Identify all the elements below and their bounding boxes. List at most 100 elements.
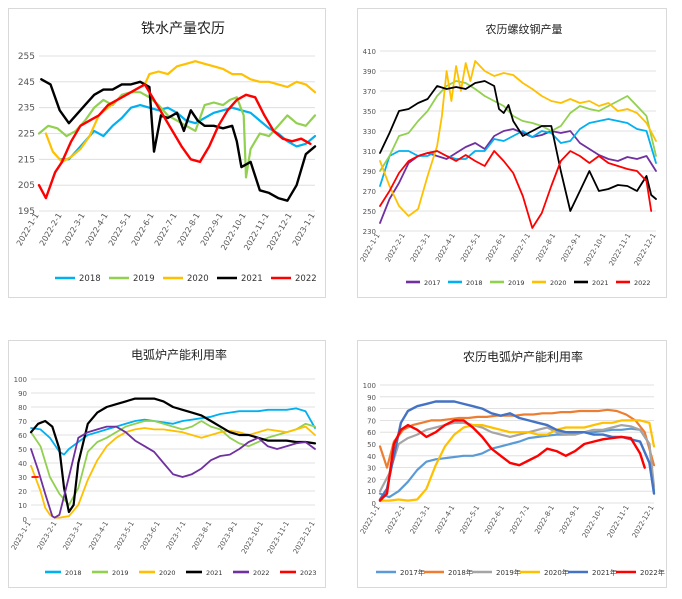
legend-label: 2017 — [424, 279, 441, 287]
x-tick-label: 2022-2-1 — [384, 232, 407, 264]
y-tick-label: 205 — [18, 181, 35, 191]
x-tick-label: 2022-9-1 — [560, 232, 583, 264]
series-line-2017 — [379, 128, 657, 224]
legend-label: 2018 — [79, 274, 101, 284]
legend-label: 2019 — [508, 279, 525, 287]
chart-title: 铁水产量农历 — [141, 21, 225, 37]
y-tick-label: 80 — [18, 404, 27, 412]
chart-title: 农历电弧炉产能利用率 — [463, 349, 583, 364]
y-tick-label: 0 — [372, 500, 376, 508]
x-tick-label: 2022-6-1 — [484, 232, 507, 264]
x-tick-label: 2022-6-1 — [483, 504, 506, 536]
legend-label: 2019 — [112, 569, 129, 577]
chart-panel-eaf: 电弧炉产能利用率 0 10 20 30 40 50 60 70 80 90 100 2023-1-1 20… — [8, 340, 326, 588]
y-tick-label: 60 — [367, 429, 376, 437]
x-tick-label: 2022-3-1 — [409, 504, 432, 536]
legend-label: 2023 — [300, 569, 317, 577]
legend-label: 2021 — [592, 279, 609, 287]
legend-label: 2021年 — [592, 568, 617, 577]
legend-label: 2020年 — [544, 568, 569, 577]
x-tick-label: 2022-11-1 — [606, 504, 631, 539]
y-tick-label: 225 — [18, 130, 35, 140]
legend-label: 2021 — [206, 569, 223, 577]
y-tick-label: 250 — [363, 208, 376, 216]
series-line-2020年 — [378, 419, 656, 502]
x-tick-label: 2022-1-1 — [359, 232, 382, 264]
x-tick-label: 2022-2-1 — [38, 212, 64, 248]
x-tick-label: 2023-1-1 — [10, 520, 33, 552]
y-tick-label: 90 — [367, 394, 376, 402]
chart-panel-molten-iron: 铁水产量农历 195 205 215 225 235 245 255 2022-1-1 2022-… — [8, 8, 326, 298]
x-tick-label: 2022-5-1 — [459, 232, 482, 264]
x-tick-label: 2023-11-1 — [266, 520, 291, 555]
chart-panel-eaf-lunar: 农历电弧炉产能利用率 0 10 20 30 40 50 60 70 80 90 100 2022-1-1… — [357, 340, 667, 588]
y-tick-label: 0 — [23, 516, 27, 524]
y-tick-label: 100 — [363, 382, 376, 390]
x-tick-label: 2022-12-1 — [633, 232, 658, 267]
x-tick-label: 2022-8-1 — [533, 504, 556, 536]
y-tick-label: 60 — [18, 432, 27, 440]
legend-label: 2022 — [253, 569, 270, 577]
x-tick-label: 2022-2-1 — [384, 504, 407, 536]
legend-label: 2018年 — [448, 568, 473, 577]
series-line-2017年 — [378, 427, 656, 499]
series-line-2020 — [44, 60, 317, 163]
y-tick-label: 310 — [363, 148, 376, 156]
x-tick-label: 2022-11-1 — [608, 232, 633, 267]
chart-title: 农历螺纹钢产量 — [486, 22, 563, 36]
series-line-2019 — [30, 420, 316, 506]
y-tick-label: 50 — [18, 446, 27, 454]
x-tick-label: 2022-6-1 — [130, 212, 156, 248]
chart-0: 铁水产量农历1952052152252352452552022-1-12022-… — [15, 21, 317, 284]
y-tick-label: 40 — [367, 453, 376, 461]
y-tick-label: 245 — [18, 78, 35, 88]
x-tick-label: 2022-7-1 — [508, 504, 531, 536]
y-tick-label: 20 — [367, 476, 376, 484]
y-tick-label: 350 — [363, 108, 376, 116]
x-tick-label: 2023-10-1 — [240, 520, 265, 555]
x-tick-label: 2022-7-1 — [153, 212, 179, 248]
y-tick-label: 390 — [363, 68, 376, 76]
legend-label: 2019年 — [496, 568, 521, 577]
series-line-2018 — [30, 407, 316, 456]
series-line-2020 — [379, 60, 657, 217]
y-tick-label: 10 — [18, 502, 27, 510]
chart-3: 农历电弧炉产能利用率 0 10 20 30 40 50 60 70 80 90 100 2022-1-1… — [359, 349, 665, 577]
y-tick-label: 30 — [367, 465, 376, 473]
series-line-2020 — [30, 425, 316, 519]
y-tick-label: 370 — [363, 88, 376, 96]
x-tick-label: 2023-7-1 — [165, 520, 188, 552]
legend-label: 2018 — [65, 569, 82, 577]
x-tick-label: 2022-8-1 — [535, 232, 558, 264]
legend-label: 2021 — [241, 274, 263, 284]
y-tick-label: 290 — [363, 168, 376, 176]
series-line-2021 — [40, 78, 317, 202]
y-tick-label: 235 — [18, 104, 35, 114]
series-line-2021年 — [378, 400, 656, 501]
y-tick-label: 195 — [18, 207, 35, 217]
x-tick-label: 2023-3-1 — [62, 520, 85, 552]
x-tick-label: 2023-12-1 — [292, 520, 317, 555]
x-tick-label: 2023-5-1 — [113, 520, 136, 552]
x-tick-label: 2022-5-1 — [107, 212, 133, 248]
y-tick-label: 255 — [18, 52, 35, 62]
legend-label: 2022 — [295, 274, 317, 284]
y-tick-label: 80 — [367, 406, 376, 414]
x-tick-label: 2023-9-1 — [216, 520, 239, 552]
series-line-2022 — [379, 150, 653, 229]
x-tick-label: 2022-10-1 — [581, 504, 606, 539]
y-tick-label: 30 — [18, 474, 27, 482]
series-line-2019年 — [378, 421, 656, 493]
legend-label: 2022年 — [640, 568, 665, 577]
y-tick-label: 330 — [363, 128, 376, 136]
x-tick-label: 2022-1-1 — [359, 504, 382, 536]
x-tick-label: 2022-9-1 — [558, 504, 581, 536]
x-tick-label: 2022-9-1 — [199, 212, 225, 248]
x-tick-label: 2022-4-1 — [434, 504, 457, 536]
legend-label: 2020 — [159, 569, 176, 577]
chart-title: 电弧炉产能利用率 — [131, 347, 227, 362]
chart-1: 农历螺纹钢产量 230 250 270 290 310 330 350 370 390 410 202… — [359, 22, 658, 287]
series-line-2021 — [29, 397, 317, 514]
x-tick-label: 2022-3-1 — [409, 232, 432, 264]
legend-label: 2017年 — [400, 568, 425, 577]
